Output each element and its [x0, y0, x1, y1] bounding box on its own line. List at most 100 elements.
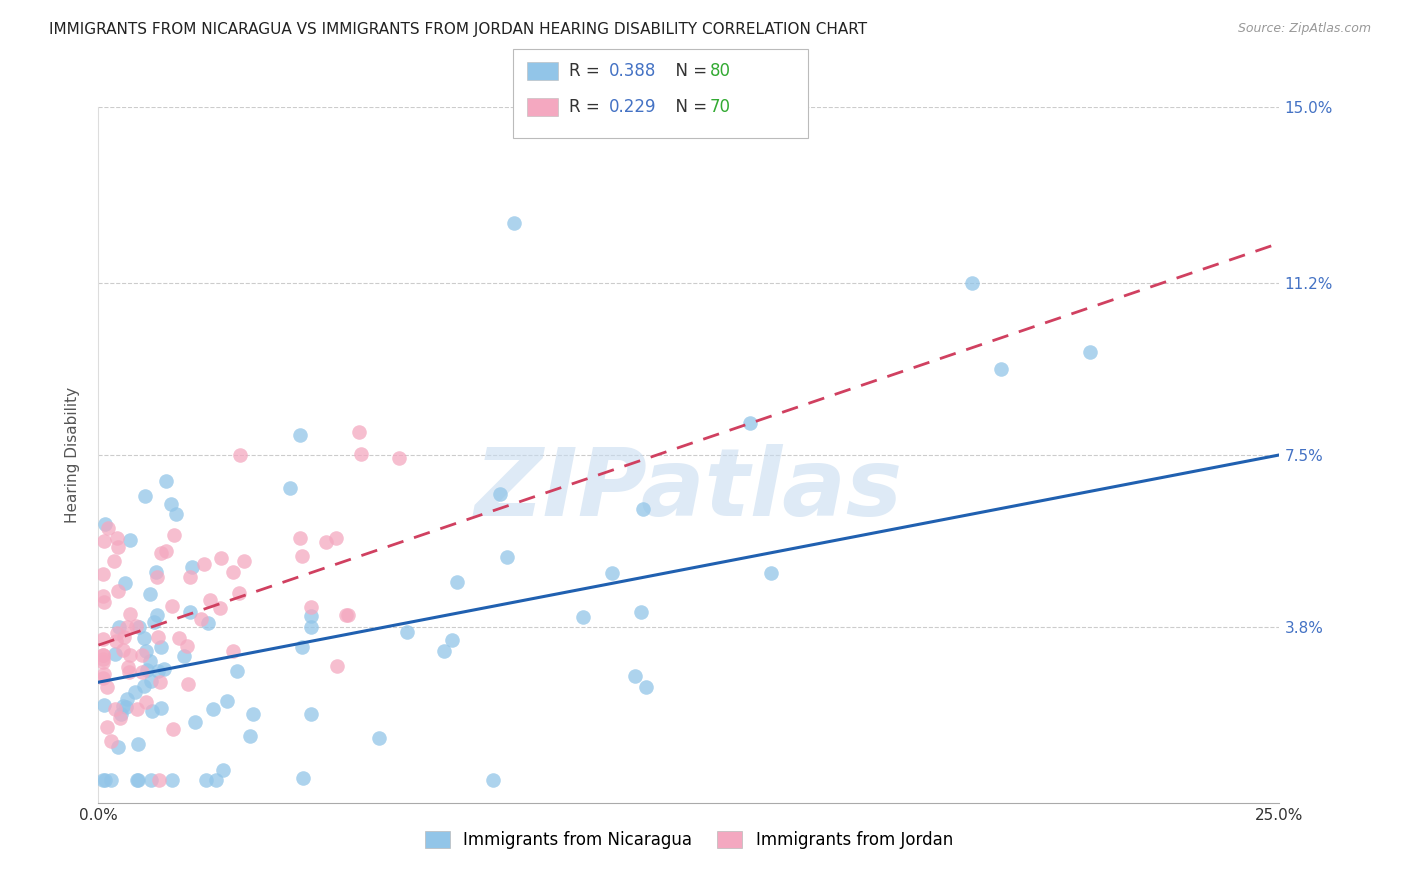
Point: [232, 554, 254, 568]
Point: [96, 680, 118, 694]
Point: [94, 772, 117, 787]
Point: [146, 664, 169, 678]
Text: 70: 70: [710, 98, 731, 116]
Point: [136, 663, 159, 677]
Point: [118, 607, 141, 621]
Point: [96, 720, 118, 734]
Point: [299, 707, 322, 722]
Point: [111, 699, 134, 714]
Point: [125, 619, 148, 633]
Point: [115, 700, 138, 714]
Point: [146, 608, 169, 623]
Point: [91, 589, 114, 603]
Point: [132, 679, 155, 693]
Point: [148, 630, 170, 644]
Point: [179, 570, 201, 584]
Point: [288, 531, 311, 545]
Point: [149, 674, 172, 689]
Point: [124, 685, 146, 699]
Point: [446, 575, 468, 590]
Point: [91, 671, 114, 685]
Point: [104, 701, 127, 715]
Point: [624, 669, 647, 683]
Point: [108, 620, 131, 634]
Point: [160, 772, 183, 787]
Point: [291, 640, 314, 655]
Point: [118, 665, 141, 679]
Point: [205, 772, 228, 787]
Point: [91, 648, 114, 662]
Point: [148, 772, 170, 787]
Text: R =: R =: [569, 62, 606, 80]
Text: Source: ZipAtlas.com: Source: ZipAtlas.com: [1237, 22, 1371, 36]
Point: [299, 620, 322, 634]
Y-axis label: Hearing Disability: Hearing Disability: [65, 387, 80, 523]
Point: [388, 450, 411, 465]
Text: N =: N =: [665, 98, 713, 116]
Point: [326, 659, 349, 673]
Point: [350, 447, 373, 461]
Point: [759, 566, 782, 580]
Point: [208, 601, 231, 615]
Point: [127, 772, 149, 787]
Point: [242, 706, 264, 721]
Legend: Immigrants from Nicaragua, Immigrants from Jordan: Immigrants from Nicaragua, Immigrants fr…: [416, 822, 962, 857]
Point: [93, 698, 115, 713]
Point: [120, 533, 142, 548]
Point: [135, 644, 157, 658]
Point: [229, 448, 252, 462]
Point: [489, 487, 512, 501]
Point: [990, 362, 1012, 376]
Point: [291, 549, 314, 564]
Point: [225, 665, 247, 679]
Point: [134, 489, 156, 503]
Point: [150, 640, 173, 654]
Point: [93, 667, 115, 681]
Point: [93, 533, 115, 548]
Point: [91, 652, 114, 666]
Point: [291, 771, 314, 785]
Point: [636, 681, 658, 695]
Point: [149, 546, 172, 560]
Point: [132, 631, 155, 645]
Point: [395, 624, 418, 639]
Point: [184, 714, 207, 729]
Point: [117, 620, 139, 634]
Point: [299, 608, 322, 623]
Point: [105, 532, 128, 546]
Point: [166, 507, 188, 521]
Point: [572, 609, 595, 624]
Point: [367, 731, 389, 745]
Point: [155, 544, 177, 558]
Point: [315, 535, 337, 549]
Point: [104, 647, 127, 661]
Point: [127, 702, 149, 716]
Point: [228, 586, 250, 600]
Point: [162, 722, 184, 736]
Point: [212, 763, 235, 777]
Point: [153, 662, 176, 676]
Point: [131, 648, 153, 662]
Point: [239, 729, 262, 743]
Point: [631, 502, 654, 516]
Point: [1078, 345, 1101, 359]
Point: [433, 644, 456, 658]
Text: 0.229: 0.229: [609, 98, 657, 116]
Point: [110, 706, 132, 721]
Point: [111, 643, 134, 657]
Text: ZIPatlas: ZIPatlas: [475, 443, 903, 536]
Point: [181, 559, 204, 574]
Point: [600, 566, 623, 581]
Point: [117, 659, 139, 673]
Point: [138, 587, 160, 601]
Point: [108, 711, 131, 725]
Point: [155, 474, 177, 488]
Point: [107, 541, 129, 555]
Point: [198, 592, 221, 607]
Point: [496, 549, 519, 564]
Point: [325, 532, 347, 546]
Point: [179, 605, 201, 619]
Point: [150, 700, 173, 714]
Point: [145, 565, 167, 579]
Point: [222, 565, 245, 579]
